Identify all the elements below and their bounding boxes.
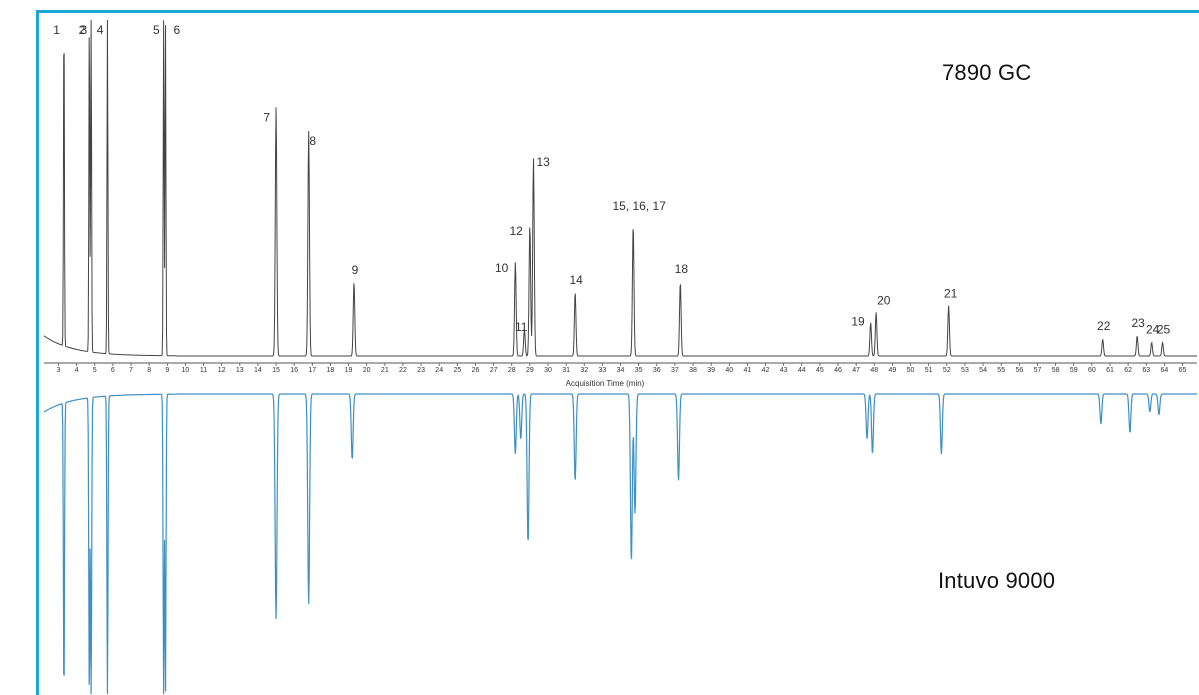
peak-label: 4	[97, 23, 104, 37]
x-tick-label: 34	[617, 367, 625, 374]
peak-label: 18	[675, 262, 689, 276]
x-tick-label: 24	[435, 367, 443, 374]
x-tick-label: 23	[417, 367, 425, 374]
x-tick-label: 29	[526, 367, 534, 374]
peak-label: 21	[944, 287, 958, 301]
x-tick-label: 51	[925, 367, 933, 374]
x-tick-label: 35	[635, 367, 643, 374]
x-tick-label: 47	[852, 367, 860, 374]
x-tick-label: 59	[1070, 367, 1078, 374]
x-tick-label: 65	[1179, 367, 1187, 374]
x-tick-label: 18	[327, 367, 335, 374]
x-tick-label: 27	[490, 367, 498, 374]
x-tick-label: 32	[580, 367, 588, 374]
x-tick-label: 31	[562, 367, 570, 374]
peak-label: 12	[509, 224, 523, 238]
x-tick-label: 54	[979, 367, 987, 374]
peak-label: 25	[1157, 323, 1171, 337]
x-tick-label: 19	[345, 367, 353, 374]
x-tick-label: 53	[961, 367, 969, 374]
peak-label: 3	[80, 23, 87, 37]
chart-frame	[36, 10, 1199, 695]
x-axis-title: Acquisition Time (min)	[566, 379, 645, 388]
x-tick-label: 56	[1015, 367, 1023, 374]
x-tick-label: 10	[182, 367, 190, 374]
x-tick-label: 17	[308, 367, 316, 374]
x-tick-label: 38	[689, 367, 697, 374]
bottom-chromatogram	[43, 393, 1197, 695]
peak-label: 22	[1097, 319, 1111, 333]
x-tick-label: 62	[1124, 367, 1132, 374]
peak-label: 19	[851, 314, 865, 328]
x-tick-label: 15	[272, 367, 280, 374]
x-tick-label: 48	[870, 367, 878, 374]
x-tick-label: 36	[653, 367, 661, 374]
x-tick-label: 5	[93, 367, 97, 374]
top-trace-line	[43, 19, 1197, 357]
x-tick-label: 6	[111, 367, 115, 374]
x-tick-label: 3	[57, 367, 61, 374]
x-tick-label: 46	[834, 367, 842, 374]
x-tick-label: 37	[671, 367, 679, 374]
x-tick-label: 26	[472, 367, 480, 374]
peak-label: 14	[569, 273, 583, 287]
x-tick-label: 55	[997, 367, 1005, 374]
x-tick-label: 52	[943, 367, 951, 374]
peak-label: 1	[53, 23, 60, 37]
top-instrument-label: 7890 GC	[942, 60, 1032, 85]
x-tick-label: 8	[147, 367, 151, 374]
x-tick-label: 11	[200, 367, 207, 374]
x-tick-label: 39	[707, 367, 715, 374]
x-tick-label: 45	[816, 367, 824, 374]
peak-label: 13	[536, 155, 550, 169]
x-tick-label: 14	[254, 367, 262, 374]
x-tick-label: 22	[399, 367, 407, 374]
x-axis: 3 4 5 6 7 8 9 10 11 12 13 14 15 16 17 18 19 20 21 22 23 24 25 2…	[44, 362, 1197, 374]
x-tick-label: 9	[165, 367, 169, 374]
x-tick-label: 57	[1034, 367, 1042, 374]
x-tick-label: 64	[1160, 367, 1168, 374]
peak-label: 15, 16, 17	[612, 199, 666, 213]
peak-label: 10	[495, 261, 509, 275]
x-tick-label: 43	[780, 367, 788, 374]
peak-label: 6	[173, 23, 180, 37]
peak-label: 23	[1131, 316, 1145, 330]
peak-label: 2	[79, 23, 86, 37]
x-tick-label: 16	[290, 367, 298, 374]
x-tick-label: 60	[1088, 367, 1096, 374]
x-tick-label: 41	[744, 367, 752, 374]
x-tick-label: 25	[453, 367, 461, 374]
peak-label: 11	[515, 320, 528, 334]
peak-label: 5	[153, 23, 160, 37]
x-tick-label: 49	[889, 367, 897, 374]
x-tick-label: 44	[798, 367, 806, 374]
x-tick-label: 20	[363, 367, 371, 374]
x-tick-label: 4	[75, 367, 79, 374]
peak-label: 7	[263, 110, 270, 124]
x-tick-label: 33	[598, 367, 606, 374]
x-tick-label: 13	[236, 367, 244, 374]
peak-label: 24	[1146, 323, 1160, 337]
x-tick-label: 50	[907, 367, 915, 374]
x-tick-label: 7	[129, 367, 133, 374]
x-tick-label: 30	[544, 367, 552, 374]
x-tick-label: 12	[218, 367, 226, 374]
x-tick-label: 61	[1106, 367, 1114, 374]
bottom-instrument-label: Intuvo 9000	[938, 568, 1056, 593]
x-tick-label: 42	[762, 367, 770, 374]
x-tick-label: 40	[725, 367, 733, 374]
peak-label: 9	[352, 263, 359, 277]
x-tick-label: 58	[1052, 367, 1060, 374]
peak-label: 20	[877, 293, 891, 307]
peak-label: 8	[309, 134, 316, 148]
x-tick-label: 21	[381, 367, 389, 374]
x-tick-label: 28	[508, 367, 516, 374]
bottom-trace-line	[43, 393, 1197, 695]
x-tick-label: 63	[1142, 367, 1150, 374]
